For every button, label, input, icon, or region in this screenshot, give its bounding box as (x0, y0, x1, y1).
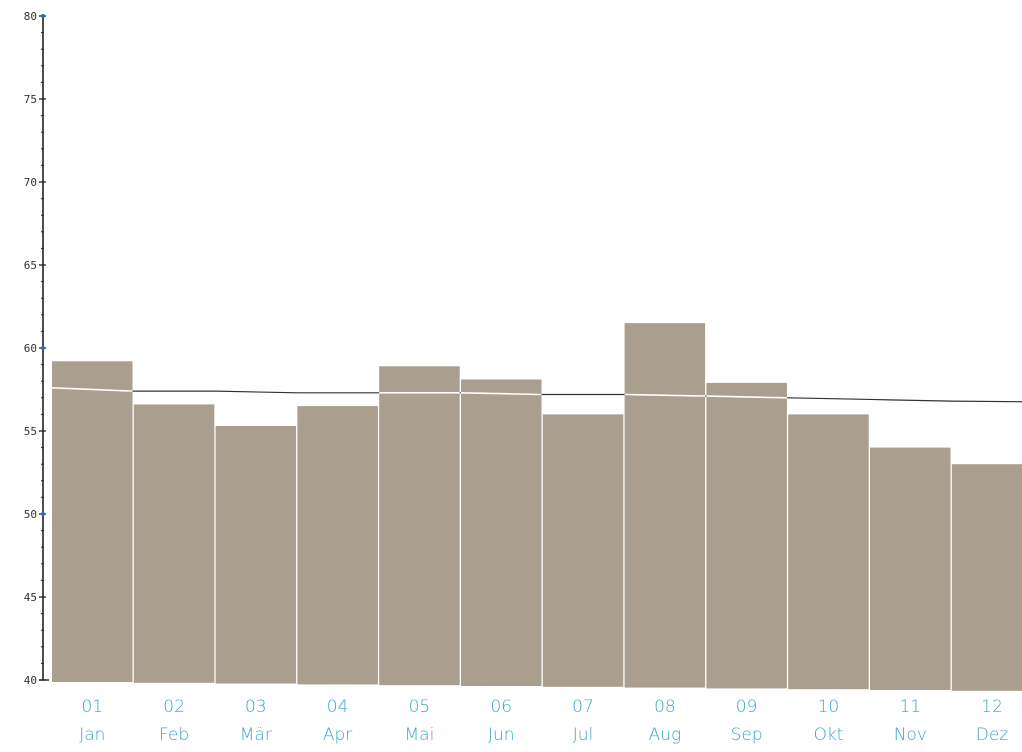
y-tick-label: 55 (24, 425, 37, 438)
x-month-label: Apr (323, 725, 352, 745)
y-axis: 40 45 50 55 60 65 70 75 80 (24, 10, 49, 687)
trend-line-segment (706, 395, 787, 399)
bar-01 (52, 361, 133, 682)
y-tick-label: 60 (24, 342, 37, 355)
x-tick-label: 10 (818, 697, 840, 717)
x-month-label: Jun (488, 725, 515, 745)
trend-line-segment (460, 392, 542, 396)
y-tick-label: 80 (24, 10, 37, 23)
x-month-label: Okt (813, 725, 843, 745)
x-axis-labels: 01 Jan 02 Feb 03 Mär 04 Apr 05 Mai 06 Jun 07 Jul 08 Aug… (79, 697, 1008, 745)
bar-09 (706, 382, 787, 689)
x-tick-label: 06 (490, 697, 512, 717)
bar-11 (870, 447, 951, 690)
x-month-label: Dez (976, 725, 1009, 745)
x-tick-label: 07 (572, 697, 594, 717)
x-tick-label: 04 (327, 697, 349, 717)
x-tick-label: 12 (981, 697, 1003, 717)
y-tick-label: 40 (24, 674, 37, 687)
bar-04 (297, 406, 378, 685)
x-month-label: Mai (404, 725, 434, 745)
x-tick-label: 03 (245, 697, 267, 717)
y-tick-marker (41, 346, 45, 350)
x-tick-label: 01 (81, 697, 103, 717)
x-month-label: Jan (79, 725, 105, 745)
y-tick-label: 65 (24, 259, 37, 272)
trend-line-group (51, 387, 1022, 403)
bar-12 (951, 464, 1022, 691)
bar-02 (133, 404, 215, 683)
x-month-label: Aug (649, 725, 682, 745)
bar-03 (215, 426, 297, 684)
y-tick-marker (41, 14, 45, 18)
x-month-label: Feb (159, 725, 189, 745)
x-month-label: Jul (573, 725, 594, 745)
x-tick-label: 09 (736, 697, 758, 717)
x-month-label: Sep (731, 725, 763, 745)
bars-group (52, 323, 1022, 691)
y-tick-label: 50 (24, 508, 37, 521)
x-month-label: Mär (240, 725, 272, 745)
x-tick-label: 08 (654, 697, 676, 717)
y-tick-label: 45 (24, 591, 37, 604)
x-tick-label: 02 (163, 697, 185, 717)
y-tick-marker (41, 512, 45, 516)
bar-05 (379, 366, 460, 686)
x-tick-label: 11 (899, 697, 921, 717)
trend-line-segment (51, 387, 133, 392)
trend-line-segment (624, 393, 706, 397)
bar-07 (542, 414, 624, 687)
x-tick-label: 05 (409, 697, 431, 717)
bar-06 (461, 379, 542, 686)
y-tick-label: 75 (24, 93, 37, 106)
bar-10 (788, 414, 869, 690)
trend-line (51, 387, 1022, 403)
y-tick-label: 70 (24, 176, 37, 189)
x-month-label: Nov (894, 725, 927, 745)
bar-08 (624, 323, 706, 688)
